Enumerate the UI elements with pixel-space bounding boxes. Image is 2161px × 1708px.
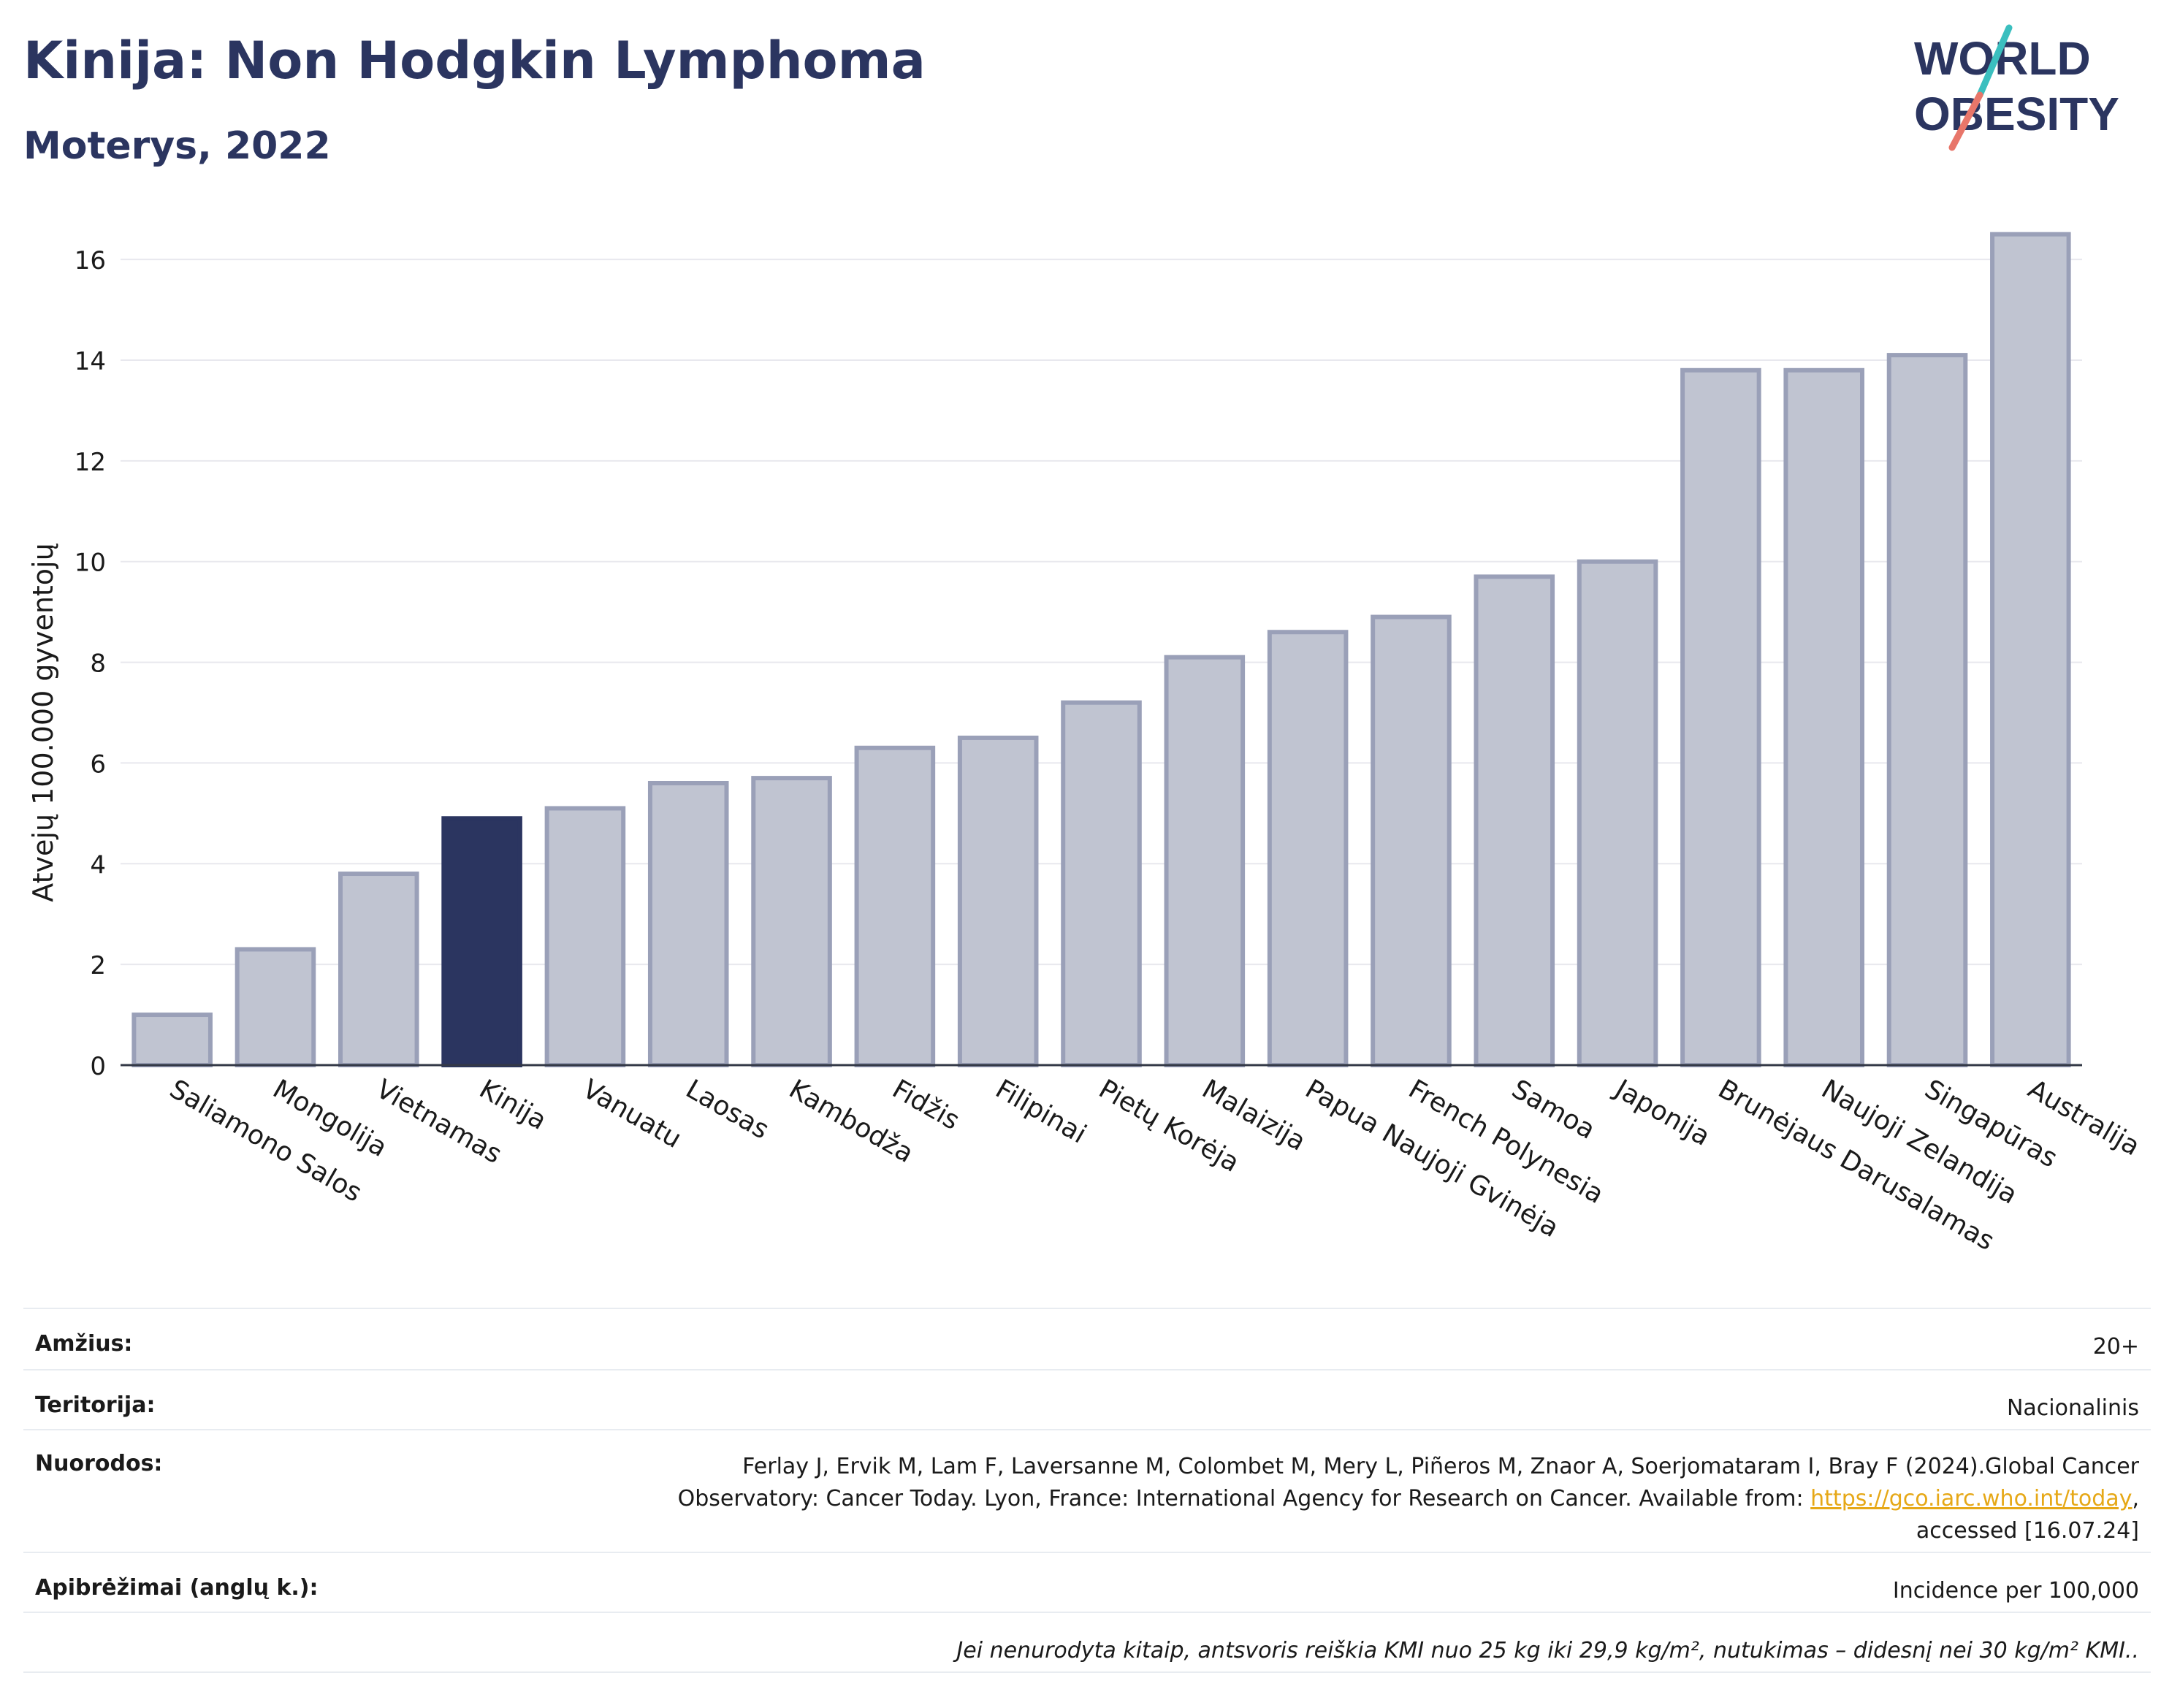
x-tick-label: Laosas	[681, 1074, 774, 1145]
bar	[1577, 559, 1658, 1067]
definitions-label: Apibrėžimai (anglų k.):	[35, 1575, 319, 1601]
meta-row-definitions: Apibrėžimai (anglų k.): Incidence per 10…	[23, 1552, 2151, 1612]
references-line-3: accessed [16.07.24]	[1916, 1518, 2139, 1544]
x-tick-label: Japonija	[1609, 1073, 1715, 1152]
meta-row-references: Nuorodos: Ferlay J, Ervik M, Lam F, Lave…	[23, 1429, 2151, 1552]
y-tick-label: 2	[90, 951, 106, 980]
y-axis-label: Atvejų 100.000 gyventojų	[27, 543, 59, 901]
meta-row-age: Amžius: 20+	[23, 1308, 2151, 1369]
bar	[1680, 367, 1761, 1068]
bar	[1990, 232, 2071, 1067]
references-link[interactable]: https://gco.iarc.who.int/today	[1810, 1486, 2133, 1511]
y-tick-label: 8	[90, 649, 106, 679]
definitions-value: Incidence per 100,000	[1892, 1578, 2139, 1604]
bar	[1164, 655, 1246, 1067]
bar	[854, 745, 936, 1067]
meta-row-note: Jei nenurodyta kitaip, antsvoris reiškia…	[23, 1612, 2151, 1673]
bar	[1267, 630, 1349, 1067]
y-tick-label: 0	[90, 1052, 106, 1081]
bar	[338, 872, 419, 1067]
bar	[751, 776, 832, 1067]
bar-chart: 0 2 4 6 8 10 12 14 16 Saliamono SalosMongolijaVi…	[27, 232, 2145, 1257]
logo-slash-teal	[1976, 24, 2013, 99]
bars-layer	[121, 232, 2082, 1068]
metadata-table: Amžius: 20+ Teritorija: Nacionalinis Nuo…	[23, 1308, 2151, 1673]
bar-highlighted	[441, 816, 522, 1067]
references-line-1: Ferlay J, Ervik M, Lam F, Laversanne M, …	[742, 1454, 2139, 1479]
bar	[1061, 700, 1142, 1067]
y-tick-label: 16	[75, 246, 106, 275]
bar	[1886, 353, 1968, 1068]
x-tick-label: Vanuatu	[577, 1074, 686, 1154]
references-line-2: Observatory: Cancer Today. Lyon, France:…	[677, 1486, 1804, 1511]
territory-value: Nacionalinis	[2006, 1395, 2139, 1421]
bar	[1371, 614, 1452, 1067]
x-tick-label: Kinija	[474, 1074, 552, 1136]
territory-label: Teritorija:	[35, 1392, 156, 1418]
bar	[132, 1013, 213, 1067]
y-tick-label: 12	[75, 448, 106, 477]
bar	[957, 735, 1039, 1067]
world-obesity-logo: WORLD OBESITY	[1914, 24, 2119, 151]
y-ticks: 0 2 4 6 8 10 12 14 16	[75, 246, 106, 1081]
logo-slash-coral	[1948, 91, 1983, 151]
bmi-note: Jei nenurodyta kitaip, antsvoris reiškia…	[956, 1638, 2139, 1663]
meta-row-territory: Teritorija: Nacionalinis	[23, 1369, 2151, 1429]
page-title: Kinija: Non Hodgkin Lymphoma	[23, 31, 926, 91]
y-tick-label: 6	[90, 750, 106, 779]
age-value: 20+	[2092, 1334, 2139, 1360]
x-tick-label: Fidžis	[887, 1074, 964, 1136]
y-tick-label: 14	[75, 347, 106, 376]
references-value: Ferlay J, Ervik M, Lam F, Laversanne M, …	[677, 1454, 2139, 1544]
age-label: Amžius:	[35, 1331, 133, 1357]
y-tick-label: 10	[75, 549, 106, 578]
x-tick-label: Filipinai	[991, 1074, 1091, 1149]
bar	[1783, 367, 1864, 1068]
references-label: Nuorodos:	[35, 1451, 163, 1476]
y-tick-label: 4	[90, 850, 106, 880]
x-tick-label: Saliamono Salos	[164, 1074, 367, 1208]
bar	[235, 947, 316, 1067]
bar	[1474, 574, 1555, 1067]
bar	[647, 781, 729, 1067]
logo-word-2: OBESITY	[1914, 88, 2119, 140]
page-subtitle: Moterys, 2022	[23, 124, 331, 168]
bar	[544, 806, 626, 1067]
